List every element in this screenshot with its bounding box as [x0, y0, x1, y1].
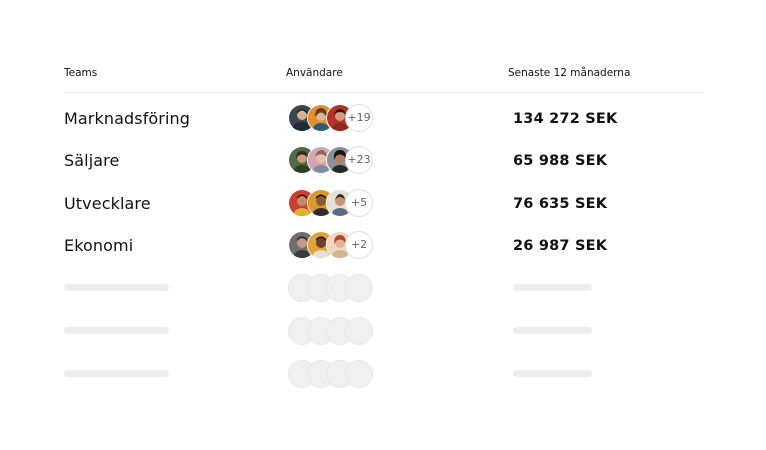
- placeholder-avatar: [345, 274, 373, 302]
- placeholder-name-bar: [64, 284, 169, 291]
- placeholder-avatar: [345, 317, 373, 345]
- team-name: Säljare: [64, 151, 120, 170]
- team-total: 26 987 SEK: [513, 238, 608, 254]
- more-users-count[interactable]: +5: [345, 189, 373, 217]
- placeholder-total-bar: [513, 370, 592, 377]
- column-header-last-12-months[interactable]: Senaste 12 månaderna: [508, 67, 631, 79]
- team-name: Marknadsföring: [64, 109, 191, 128]
- team-total: 65 988 SEK: [513, 153, 608, 169]
- more-users-count[interactable]: +19: [345, 104, 373, 132]
- team-name: Utvecklare: [64, 194, 151, 213]
- more-users-count[interactable]: +2: [345, 231, 373, 259]
- placeholder-avatar: [345, 360, 373, 388]
- table-header: Teams Användare Senaste 12 månaderna: [64, 66, 703, 93]
- team-total: 134 272 SEK: [513, 111, 618, 127]
- table-row[interactable]: Ekonomi +2 26 987 SEK: [64, 230, 703, 260]
- teams-table: Teams Användare Senaste 12 månaderna Mar…: [64, 66, 703, 388]
- placeholder-row: [64, 273, 703, 303]
- placeholder-total-bar: [513, 284, 592, 291]
- placeholder-row: [64, 316, 703, 346]
- table-row[interactable]: Utvecklare +5 76 635 SEK: [64, 188, 703, 218]
- more-users-count[interactable]: +23: [345, 146, 373, 174]
- column-header-teams[interactable]: Teams: [64, 67, 98, 79]
- team-total: 76 635 SEK: [513, 196, 608, 212]
- placeholder-name-bar: [64, 327, 169, 334]
- table-row[interactable]: Marknadsföring +19 134 272 SEK: [64, 103, 703, 133]
- placeholder-name-bar: [64, 370, 169, 377]
- placeholder-row: [64, 359, 703, 389]
- team-name: Ekonomi: [64, 236, 134, 255]
- column-header-users[interactable]: Användare: [286, 67, 343, 79]
- table-row[interactable]: Säljare +23 65 988 SEK: [64, 145, 703, 175]
- placeholder-total-bar: [513, 327, 592, 334]
